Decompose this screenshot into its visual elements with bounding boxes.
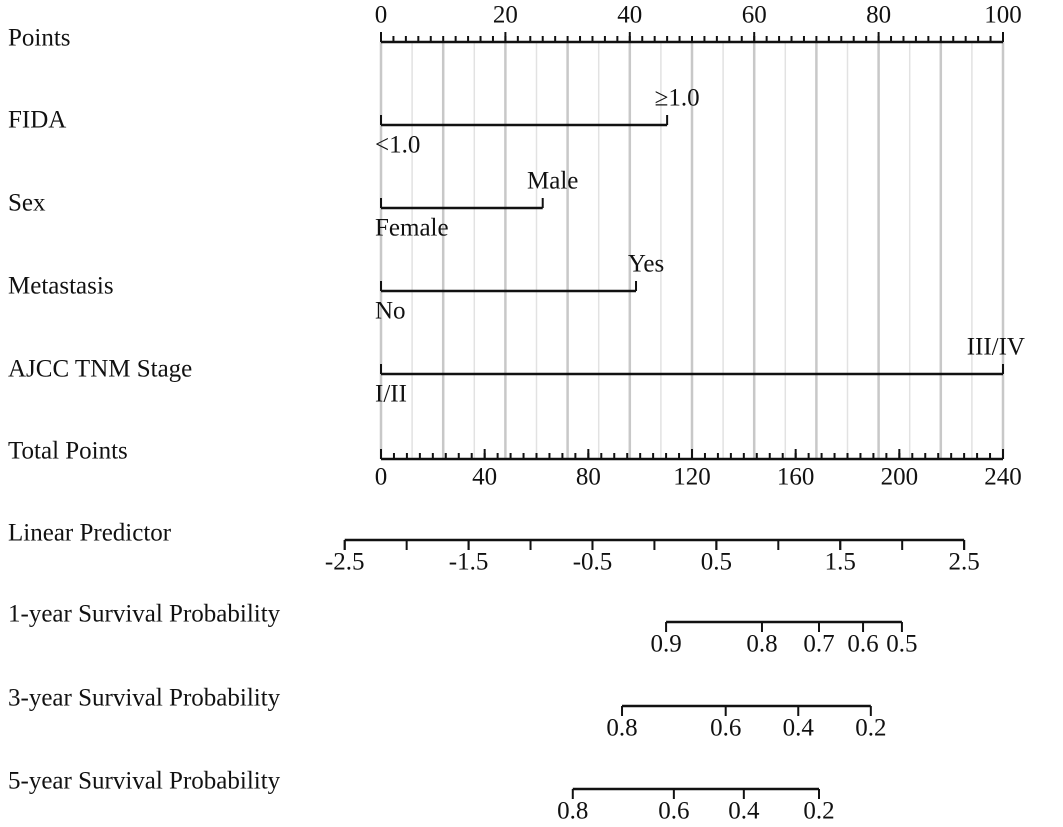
tick-label: 0.5 bbox=[701, 549, 732, 576]
tick-label: 120 bbox=[673, 464, 711, 491]
tick-label: 1.5 bbox=[825, 549, 856, 576]
tick-label: -2.5 bbox=[325, 549, 365, 576]
tick-label: 0.8 bbox=[746, 631, 777, 658]
tick-label: 0 bbox=[375, 2, 388, 29]
tick-label: 0.4 bbox=[783, 715, 815, 742]
row-label: 5-year Survival Probability bbox=[8, 768, 281, 795]
tick-label: 0.7 bbox=[803, 631, 834, 658]
tick-label: 0.8 bbox=[606, 715, 637, 742]
tick-label: 0.6 bbox=[847, 631, 878, 658]
tick-label: 40 bbox=[472, 464, 497, 491]
tick-label: 0.2 bbox=[803, 798, 834, 825]
tick-label: 40 bbox=[617, 2, 642, 29]
row-label: Metastasis bbox=[8, 273, 114, 300]
tick-label: 0.2 bbox=[855, 715, 886, 742]
level-label: <1.0 bbox=[375, 132, 420, 159]
tick-label: -0.5 bbox=[573, 549, 613, 576]
tick-label: 0.6 bbox=[658, 798, 689, 825]
tick-label: 0.8 bbox=[557, 798, 588, 825]
tick-label: 100 bbox=[984, 2, 1022, 29]
level-label: ≥1.0 bbox=[655, 85, 700, 112]
level-label: Female bbox=[375, 215, 449, 242]
tick-label: 20 bbox=[493, 2, 518, 29]
tick-label: 2.5 bbox=[949, 549, 980, 576]
tick-label: 0.5 bbox=[886, 631, 917, 658]
row-label: Total Points bbox=[8, 438, 128, 465]
row-label: Points bbox=[8, 25, 71, 52]
level-label: Male bbox=[527, 168, 578, 195]
row-label: FIDA bbox=[8, 107, 66, 134]
row-label: 1-year Survival Probability bbox=[8, 601, 281, 628]
tick-label: 80 bbox=[576, 464, 601, 491]
tick-label: 80 bbox=[866, 2, 891, 29]
level-label: I/II bbox=[375, 381, 407, 408]
level-label: Yes bbox=[628, 251, 664, 278]
tick-label: 200 bbox=[881, 464, 919, 491]
tick-label: 0 bbox=[375, 464, 388, 491]
level-label: III/IV bbox=[967, 334, 1025, 361]
row-label: Sex bbox=[8, 190, 46, 217]
tick-label: 0.4 bbox=[728, 798, 760, 825]
row-label: 3-year Survival Probability bbox=[8, 685, 281, 712]
tick-label: 60 bbox=[742, 2, 767, 29]
tick-label: 0.9 bbox=[650, 631, 681, 658]
row-label: AJCC TNM Stage bbox=[8, 356, 192, 383]
tick-label: 240 bbox=[984, 464, 1022, 491]
row-label: Linear Predictor bbox=[8, 520, 172, 547]
tick-label: 160 bbox=[777, 464, 815, 491]
tick-label: -1.5 bbox=[449, 549, 489, 576]
tick-label: 0.6 bbox=[710, 715, 741, 742]
level-label: No bbox=[375, 298, 406, 325]
